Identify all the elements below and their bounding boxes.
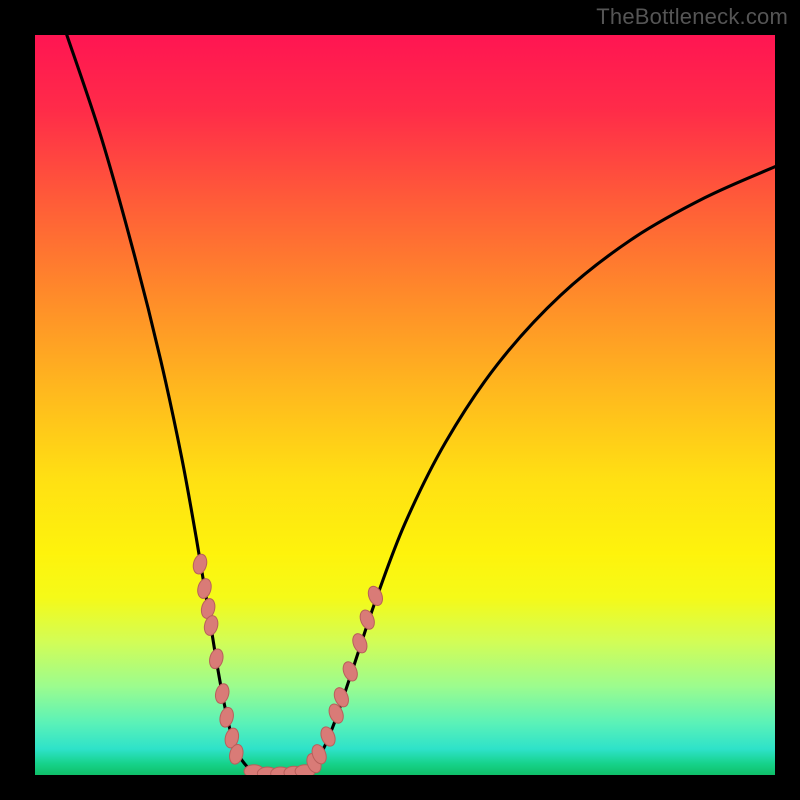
data-marker	[318, 725, 338, 748]
v-curve	[67, 35, 775, 774]
plot-area	[35, 35, 775, 775]
data-marker	[350, 632, 370, 655]
data-marker	[218, 706, 235, 729]
data-marker	[213, 682, 230, 705]
watermark-text: TheBottleneck.com	[596, 4, 788, 30]
data-marker	[196, 577, 213, 600]
data-marker	[357, 608, 377, 631]
data-marker	[191, 553, 208, 576]
data-marker	[208, 648, 225, 671]
data-marker	[340, 660, 360, 683]
data-marker	[366, 584, 386, 607]
curve-layer	[35, 35, 775, 775]
